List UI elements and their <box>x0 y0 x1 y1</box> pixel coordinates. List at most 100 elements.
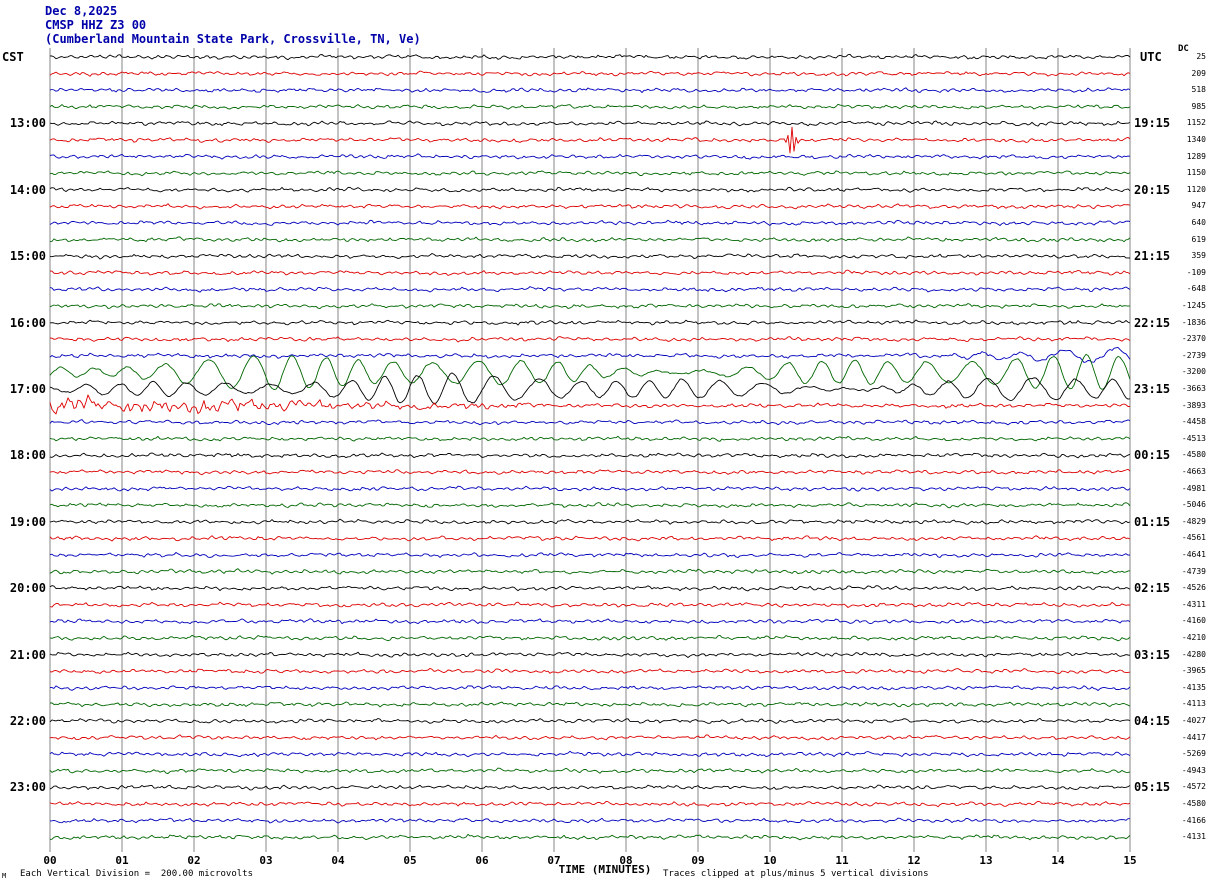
x-tick-label: 00 <box>43 854 57 867</box>
trace-row-43 <box>49 767 1131 774</box>
dc-offset-value: -5269 <box>1181 749 1206 759</box>
trace-row-22 <box>49 419 1131 426</box>
dc-offset-value: -3200 <box>1181 367 1206 377</box>
x-axis-title: TIME (MINUTES) <box>558 863 652 876</box>
trace-row-15:00 <box>49 253 1131 260</box>
trace-row-23 <box>49 435 1131 442</box>
trace-row-14:00 <box>49 186 1131 193</box>
trace-row-27 <box>49 502 1131 509</box>
clip-note: Traces clipped at plus/minus 5 vertical … <box>663 869 929 879</box>
cst-time-label: 15:00 <box>9 249 46 264</box>
trace-row-21:00 <box>49 651 1131 658</box>
dc-offset-value: 25 <box>1196 52 1206 61</box>
trace-row-15 <box>49 303 1131 310</box>
trace-row-17 <box>49 336 1131 343</box>
utc-time-label: 00:15 <box>1134 448 1171 463</box>
dc-offset-value: -4739 <box>1181 566 1206 576</box>
x-tick-label: 01 <box>115 854 129 867</box>
utc-time-label: 03:15 <box>1134 647 1171 662</box>
cst-time-label: 21:00 <box>9 647 46 662</box>
utc-time-label: 20:15 <box>1134 182 1171 197</box>
dc-offset-value: -4113 <box>1181 699 1206 709</box>
utc-time-label: 02:15 <box>1134 581 1171 596</box>
dc-offset-value: -4829 <box>1181 516 1206 526</box>
cst-time-label: 13:00 <box>9 116 46 131</box>
dc-offset-value: -648 <box>1186 284 1206 294</box>
trace-row-23:00 <box>49 784 1131 791</box>
x-tick-label: 02 <box>187 854 201 867</box>
dc-offset-value: -4135 <box>1181 682 1206 692</box>
dc-offset-value: -109 <box>1186 267 1206 277</box>
x-tick-label: 07 <box>547 854 561 867</box>
utc-time-label: 05:15 <box>1134 780 1171 795</box>
dc-offset-value: -5046 <box>1181 500 1206 510</box>
trace-row-16:00 <box>49 319 1131 326</box>
trace-row-9 <box>49 203 1131 210</box>
trace-row-5 <box>49 126 1131 154</box>
dc-offset-value: 1152 <box>1186 118 1206 128</box>
trace-row-6 <box>49 153 1131 160</box>
cst-time-label: 20:00 <box>9 581 46 596</box>
dc-offset-value: -3663 <box>1181 384 1206 393</box>
dc-offset-value: -4280 <box>1181 649 1206 659</box>
utc-time-label: 21:15 <box>1134 249 1171 264</box>
dc-offset-value: -4311 <box>1181 599 1206 609</box>
dc-offset-value: -4526 <box>1181 583 1206 593</box>
trace-row-1 <box>49 70 1131 77</box>
cst-time-label: 18:00 <box>9 448 46 463</box>
dc-offset-value: -4641 <box>1181 550 1206 559</box>
dc-offset-value: -4131 <box>1181 832 1206 842</box>
dc-offset-value: -4513 <box>1181 433 1206 443</box>
cst-time-label: 14:00 <box>9 182 46 197</box>
utc-time-label: 19:15 <box>1134 116 1171 131</box>
dc-offset-value: 1120 <box>1186 184 1206 194</box>
dc-offset-value: -1836 <box>1181 317 1206 327</box>
x-tick-label: 04 <box>331 854 345 867</box>
dc-offset-value: 985 <box>1191 101 1206 111</box>
x-tick-label: 06 <box>475 854 489 867</box>
dc-offset-value: 359 <box>1191 251 1206 261</box>
trace-row-13:00 <box>49 120 1131 127</box>
dc-offset-value: -4580 <box>1181 450 1206 460</box>
trace-row-14 <box>49 286 1131 293</box>
dc-offset-value: 1289 <box>1186 151 1206 161</box>
x-tick-label: 10 <box>763 854 777 867</box>
dc-offset-value: -4417 <box>1181 732 1206 742</box>
header-station: CMSP HHZ Z3 00 <box>45 18 147 32</box>
cst-time-label: 19:00 <box>9 514 46 529</box>
dc-offset-value: -4166 <box>1181 815 1206 825</box>
trace-row-26 <box>49 485 1131 492</box>
trace-row-2 <box>49 87 1131 94</box>
trace-row-22:00 <box>49 717 1131 724</box>
dc-offset-value: -4981 <box>1181 483 1206 493</box>
trace-row-20:00 <box>49 585 1131 592</box>
cst-time-label: 17:00 <box>9 382 46 396</box>
dc-offset-value: -3893 <box>1181 400 1206 410</box>
dc-offset-value: 619 <box>1191 234 1206 244</box>
right-timezone-label: UTC <box>1140 50 1162 64</box>
trace-row-29 <box>49 535 1131 542</box>
trace-row-19 <box>49 353 1131 390</box>
cst-time-label: 16:00 <box>9 315 46 330</box>
x-tick-label: 12 <box>907 854 921 867</box>
trace-row-41 <box>49 734 1131 741</box>
trace-row-21 <box>49 394 1130 415</box>
dc-offset-value: -2370 <box>1181 334 1206 344</box>
dc-column-label: DC <box>1178 44 1189 54</box>
dc-offset-value: 209 <box>1191 68 1206 78</box>
trace-row-30 <box>49 552 1131 558</box>
dc-offset-value: -4458 <box>1181 417 1206 427</box>
trace-row-17:00 <box>49 372 1131 405</box>
x-tick-label: 05 <box>403 854 417 867</box>
trace-row-7 <box>49 170 1131 177</box>
x-tick-label: 11 <box>835 854 849 867</box>
dc-offset-value: -1245 <box>1181 301 1206 310</box>
cst-time-label: 23:00 <box>9 780 46 795</box>
trace-row-37 <box>49 667 1131 674</box>
x-tick-label: 09 <box>691 854 705 867</box>
trace-row-10 <box>49 219 1131 226</box>
dc-offset-value: -4572 <box>1181 782 1206 792</box>
